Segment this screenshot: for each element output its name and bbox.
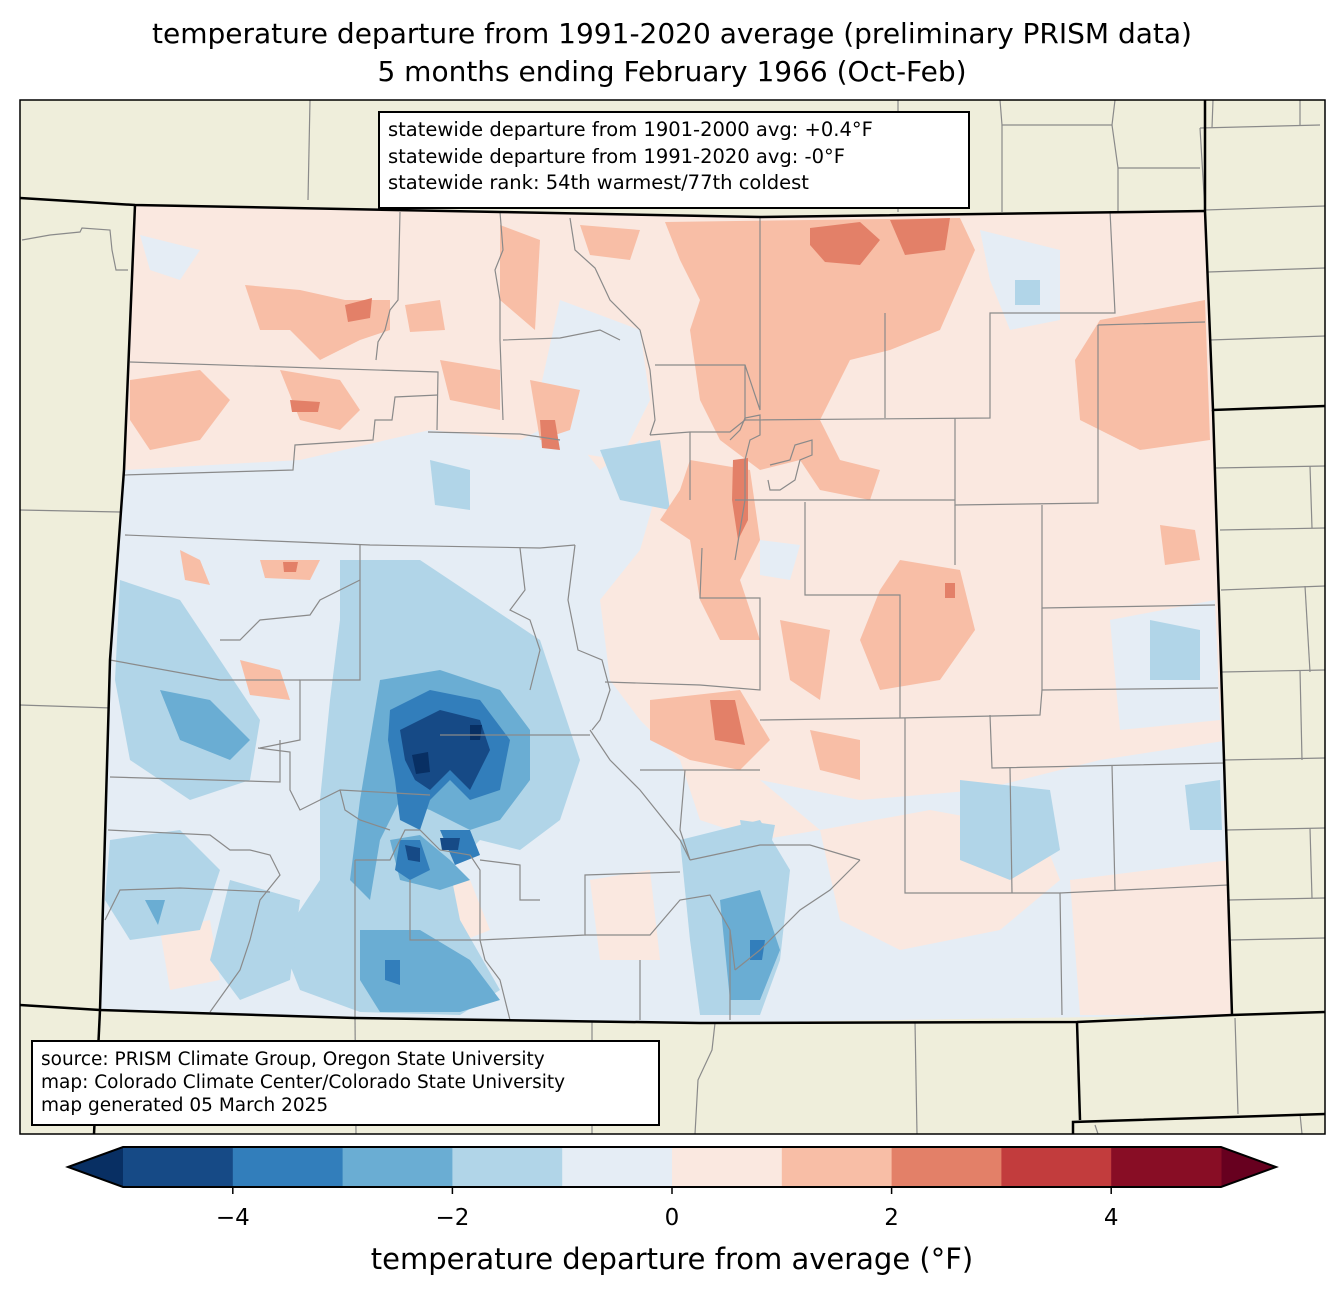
credits-source: source: PRISM Climate Group, Oregon Stat… [41, 1049, 545, 1070]
stats-departure-1991-2020: statewide departure from 1991-2020 avg: … [388, 144, 845, 168]
colorbar-outline [65, 1146, 1279, 1188]
colorbar-tick-label: −2 [435, 1205, 470, 1231]
stats-departure-1901-2000: statewide departure from 1901-2000 avg: … [388, 118, 873, 141]
colorbar-segment [891, 1147, 1002, 1187]
colorbar-tick-label: 0 [664, 1205, 680, 1231]
colorado-county-lines [104, 210, 1229, 1021]
colorbar-segment [232, 1147, 344, 1187]
colorado-temperature-field [100, 205, 1232, 1023]
colorbar-segment [781, 1147, 893, 1187]
statewide-stats-box: statewide departure from 1901-2000 avg: … [378, 111, 970, 209]
colorbar-segment [1001, 1147, 1112, 1187]
colorbar-under-extend [68, 1147, 123, 1187]
state-borders [20, 100, 1325, 1134]
colorbar-tick-label: −4 [215, 1205, 250, 1231]
credits-generated-date: map generated 05 March 2025 [41, 1095, 329, 1116]
colorbar-segment [1111, 1147, 1222, 1187]
map-area [20, 100, 1325, 1134]
departure-2-to-3-regions [283, 218, 955, 745]
colorbar-label: temperature departure from average (°F) [370, 1242, 974, 1276]
credits-box: source: PRISM Climate Group, Oregon Stat… [31, 1040, 660, 1126]
map-title-line-2: 5 months ending February 1966 (Oct-Feb) [377, 55, 967, 88]
colorbar-tick-label: 2 [884, 1205, 899, 1231]
colorbar-segment [672, 1147, 783, 1187]
denver-metro-boundaries [729, 414, 813, 561]
credits-map-author: map: Colorado Climate Center/Colorado St… [41, 1072, 566, 1093]
colorbar-segment [562, 1147, 673, 1187]
departure-1-to-2-regions [130, 218, 1210, 780]
stats-rank: statewide rank: 54th warmest/77th coldes… [388, 171, 809, 194]
map-title-line-1: temperature departure from 1991-2020 ave… [152, 17, 1192, 50]
colorbar-tick-label: 4 [1103, 1205, 1119, 1231]
map-frame [19, 99, 1326, 1135]
colorbar-segment [123, 1147, 234, 1187]
colorbar [65, 1146, 1279, 1194]
colorbar-over-extend [1221, 1147, 1276, 1187]
colorbar-segment [342, 1147, 453, 1187]
departure-below-minus5-regions [412, 725, 482, 774]
colorbar-segment [452, 1147, 563, 1187]
